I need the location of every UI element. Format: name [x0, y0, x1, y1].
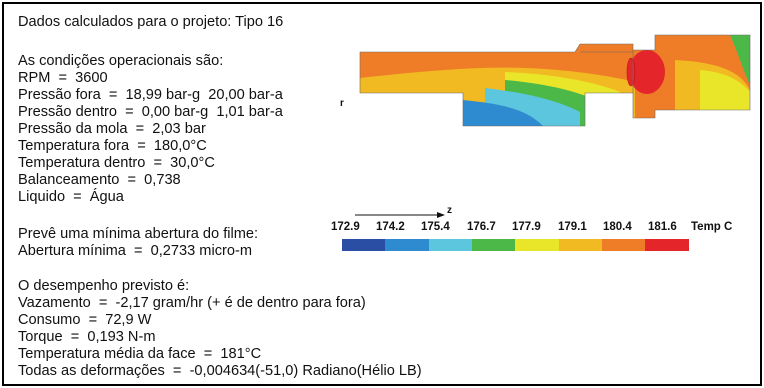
pressure-in-value: Pressão dentro = 0,00 bar-g 1,01 bar-a [18, 104, 283, 120]
legend-swatch [385, 239, 430, 251]
legend-swatch [471, 239, 516, 251]
legend-value-6: 179.1 [558, 221, 587, 233]
face-temp-value: Temperatura média da face = 181°C [18, 346, 262, 362]
report-title: Dados calculados para o projeto: Tipo 16 [18, 14, 284, 30]
legend-unit: Temp C [691, 221, 733, 233]
legend-swatch [515, 239, 559, 251]
film-heading: Prevê uma mínima abertura do filme: [18, 226, 259, 242]
legend-value-2: 174.2 [376, 221, 405, 233]
axis-z-label: z [447, 205, 452, 216]
min-gap-value: Abertura mínima = 0,2733 micro-m [18, 243, 252, 259]
legend-value-8: 181.6 [648, 221, 677, 233]
legend-swatch [342, 239, 386, 251]
rpm-value: RPM = 3600 [18, 70, 108, 86]
legend-value-5: 177.9 [512, 221, 541, 233]
pressure-out-value: Pressão fora = 18,99 bar-g 20,00 bar-a [18, 87, 283, 103]
seal-cross-section [360, 35, 750, 126]
axis-r-label: r [340, 98, 344, 109]
legend-swatch [645, 239, 689, 251]
legend-swatch [558, 239, 603, 251]
axis-z-arrow [437, 212, 445, 218]
temp-in-value: Temperatura dentro = 30,0°C [18, 155, 215, 171]
liquid-value: Liquido = Água [18, 189, 124, 205]
temperature-contour-plot [355, 34, 751, 218]
legend-swatch [601, 239, 646, 251]
legend-value-7: 180.4 [603, 221, 632, 233]
deformations-value: Todas as deformações = -0,004634(-51,0) … [18, 363, 422, 379]
legend-swatch [428, 239, 473, 251]
torque-value: Torque = 0,193 N-m [18, 329, 156, 345]
balance-value: Balanceamento = 0,738 [18, 172, 181, 188]
leakage-value: Vazamento = -2,17 gram/hr (+ é de dentro… [18, 295, 366, 311]
spring-pressure-value: Pressão da mola = 2,03 bar [18, 121, 206, 137]
consumption-value: Consumo = 72,9 W [18, 312, 152, 328]
legend-value-3: 175.4 [421, 221, 450, 233]
temp-out-value: Temperatura fora = 180,0°C [18, 138, 207, 154]
legend-value-1: 172.9 [331, 221, 360, 233]
legend-value-4: 176.7 [467, 221, 496, 233]
conditions-heading: As condições operacionais são: [18, 53, 224, 69]
performance-heading: O desempenho previsto é: [18, 278, 190, 294]
